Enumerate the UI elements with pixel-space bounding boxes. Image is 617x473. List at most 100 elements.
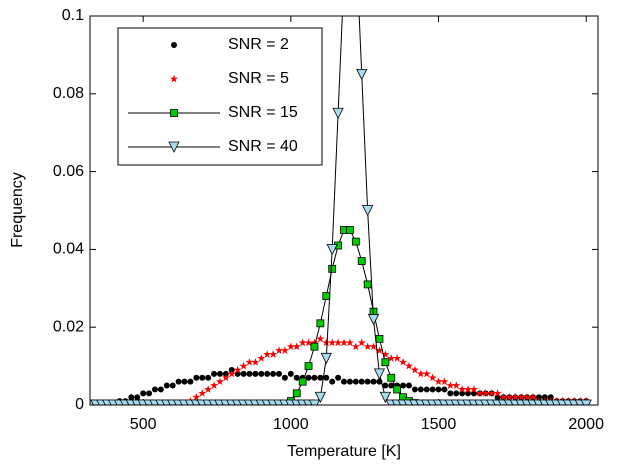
- marker: [335, 374, 342, 381]
- marker: [198, 389, 207, 397]
- marker: [193, 374, 200, 381]
- marker: [292, 342, 301, 351]
- marker: [270, 370, 277, 377]
- marker: [400, 382, 407, 389]
- marker: [487, 389, 496, 397]
- marker: [317, 374, 324, 381]
- y-tick-label: 0.08: [53, 85, 84, 102]
- legend-box: [117, 27, 323, 166]
- marker: [399, 358, 408, 366]
- marker: [276, 370, 283, 377]
- marker: [580, 399, 592, 405]
- marker: [310, 342, 319, 351]
- marker: [192, 393, 201, 401]
- marker: [263, 350, 272, 358]
- marker: [151, 386, 158, 393]
- marker: [361, 205, 374, 217]
- marker: [363, 342, 372, 351]
- marker: [459, 390, 466, 397]
- marker: [298, 338, 307, 347]
- marker: [251, 358, 260, 366]
- marker: [369, 342, 378, 351]
- marker: [411, 386, 418, 393]
- marker: [470, 390, 477, 397]
- marker: [452, 381, 461, 389]
- marker: [239, 361, 248, 370]
- marker: [375, 346, 384, 354]
- marker: [352, 378, 359, 385]
- marker: [381, 350, 390, 358]
- marker: [281, 374, 288, 381]
- marker: [322, 338, 331, 347]
- marker: [440, 377, 449, 386]
- y-tick-label: 0.1: [62, 7, 84, 24]
- marker: [373, 368, 386, 380]
- marker: [493, 389, 502, 397]
- marker: [417, 386, 424, 393]
- marker: [157, 386, 164, 393]
- marker: [357, 257, 366, 265]
- marker: [529, 393, 538, 401]
- marker: [404, 361, 413, 370]
- marker: [322, 292, 331, 300]
- marker: [128, 394, 135, 401]
- marker: [429, 386, 436, 393]
- marker: [379, 391, 391, 404]
- marker: [323, 374, 330, 381]
- marker: [356, 68, 368, 81]
- x-tick-label: 2000: [568, 416, 604, 433]
- marker: [464, 385, 473, 393]
- marker: [523, 393, 532, 401]
- y-tick-label: 0.02: [53, 318, 84, 335]
- marker: [221, 373, 230, 382]
- marker: [410, 365, 419, 374]
- marker: [453, 390, 460, 397]
- marker: [517, 393, 526, 401]
- legend-marker: [170, 109, 178, 117]
- marker: [346, 378, 353, 385]
- marker: [181, 378, 188, 385]
- marker: [311, 374, 318, 381]
- marker: [134, 394, 141, 401]
- marker: [187, 378, 194, 385]
- y-axis-label: Frequency: [9, 172, 26, 248]
- plot-area: [90, 16, 592, 405]
- marker: [351, 342, 360, 351]
- x-tick-label: 1000: [273, 416, 309, 433]
- legend-marker: [171, 42, 177, 48]
- marker: [169, 382, 176, 389]
- marker: [387, 354, 396, 362]
- marker: [211, 370, 218, 377]
- marker: [393, 354, 402, 362]
- marker: [257, 354, 266, 362]
- legend-label: SNR = 5: [228, 70, 289, 87]
- marker: [388, 382, 395, 389]
- marker: [340, 338, 348, 347]
- marker: [146, 390, 153, 397]
- marker: [227, 369, 236, 378]
- marker: [280, 346, 289, 354]
- marker: [511, 393, 520, 401]
- x-axis-label: Temperature [K]: [287, 443, 401, 460]
- marker: [252, 370, 259, 377]
- marker: [304, 362, 313, 371]
- marker: [351, 237, 360, 246]
- marker: [481, 389, 490, 397]
- marker: [210, 381, 219, 389]
- legend-marker: [170, 74, 178, 83]
- marker: [428, 373, 437, 382]
- axes-frame: [89, 15, 599, 406]
- marker: [446, 381, 455, 389]
- legend-marker: [168, 141, 180, 153]
- marker: [314, 391, 327, 404]
- marker: [447, 390, 454, 397]
- legend-label: SNR = 15: [228, 104, 298, 121]
- marker: [199, 374, 206, 381]
- marker: [382, 382, 389, 389]
- marker: [328, 338, 337, 347]
- marker: [269, 350, 278, 358]
- marker: [469, 385, 478, 393]
- marker: [275, 346, 284, 354]
- y-tick-label: 0.04: [53, 241, 84, 258]
- marker: [416, 369, 425, 378]
